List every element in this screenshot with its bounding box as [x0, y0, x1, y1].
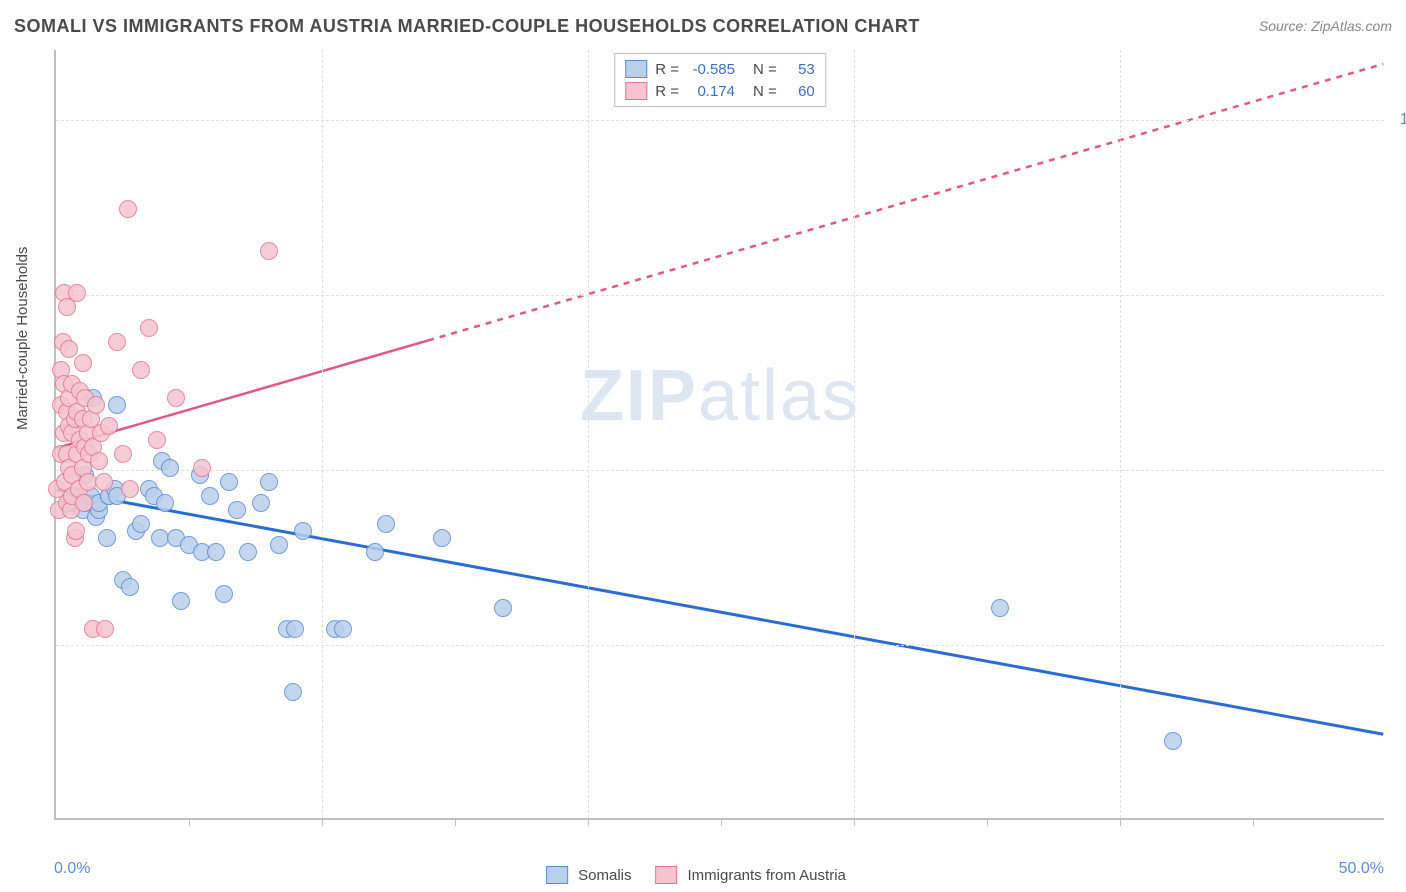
x-minor-tick — [721, 818, 722, 826]
gridline-h — [56, 120, 1384, 121]
scatter-marker — [161, 459, 179, 477]
scatter-marker — [260, 473, 278, 491]
watermark: ZIPatlas — [580, 355, 860, 437]
scatter-marker — [239, 543, 257, 561]
scatter-marker — [228, 501, 246, 519]
x-minor-tick — [322, 818, 323, 826]
r-label: R = — [655, 61, 679, 78]
n-value: 53 — [785, 61, 815, 78]
x-minor-tick — [854, 818, 855, 826]
scatter-marker — [119, 200, 137, 218]
scatter-marker — [75, 494, 93, 512]
scatter-marker — [201, 487, 219, 505]
scatter-marker — [334, 620, 352, 638]
correlation-legend-row: R = 0.174 N = 60 — [625, 80, 815, 102]
watermark-zip: ZIP — [580, 356, 698, 436]
gridline-v — [854, 50, 855, 818]
r-value: 0.174 — [687, 83, 735, 100]
legend-series-label: Immigrants from Austria — [687, 867, 845, 884]
scatter-marker — [132, 515, 150, 533]
scatter-marker — [148, 431, 166, 449]
scatter-marker — [366, 543, 384, 561]
scatter-marker — [260, 242, 278, 260]
y-tick-label: 100.0% — [1394, 111, 1406, 129]
scatter-marker — [98, 529, 116, 547]
source-attribution: Source: ZipAtlas.com — [1259, 18, 1392, 34]
x-minor-tick — [987, 818, 988, 826]
legend-series-label: Somalis — [578, 867, 631, 884]
x-minor-tick — [189, 818, 190, 826]
scatter-marker — [167, 389, 185, 407]
scatter-marker — [991, 599, 1009, 617]
correlation-legend-row: R = -0.585 N = 53 — [625, 58, 815, 80]
trend-lines-layer — [56, 50, 1384, 818]
scatter-marker — [87, 396, 105, 414]
scatter-marker — [121, 480, 139, 498]
series-legend: Somalis Immigrants from Austria — [546, 866, 860, 884]
x-minor-tick — [1253, 818, 1254, 826]
y-tick-label: 75.0% — [1394, 286, 1406, 304]
trend-line — [57, 490, 1384, 734]
y-axis-label: Married-couple Households — [14, 247, 31, 430]
scatter-marker — [95, 473, 113, 491]
x-minor-tick — [588, 818, 589, 826]
scatter-marker — [193, 459, 211, 477]
x-minor-tick — [455, 818, 456, 826]
scatter-marker — [294, 522, 312, 540]
scatter-marker — [96, 620, 114, 638]
scatter-marker — [433, 529, 451, 547]
gridline-v — [322, 50, 323, 818]
gridline-h — [56, 645, 1384, 646]
scatter-marker — [220, 473, 238, 491]
scatter-marker — [90, 452, 108, 470]
trend-line-dashed — [428, 64, 1383, 340]
x-tick-max: 50.0% — [1339, 860, 1384, 878]
scatter-marker — [108, 396, 126, 414]
scatter-marker — [68, 284, 86, 302]
scatter-marker — [284, 683, 302, 701]
scatter-marker — [156, 494, 174, 512]
scatter-marker — [67, 522, 85, 540]
x-tick-min: 0.0% — [54, 860, 90, 878]
scatter-marker — [286, 620, 304, 638]
n-value: 60 — [785, 83, 815, 100]
n-label: N = — [753, 61, 777, 78]
legend-swatch — [655, 866, 677, 884]
correlation-legend: R = -0.585 N = 53 R = 0.174 N = 60 — [614, 53, 826, 107]
gridline-h — [56, 295, 1384, 296]
scatter-marker — [270, 536, 288, 554]
scatter-marker — [215, 585, 233, 603]
scatter-marker — [108, 333, 126, 351]
scatter-marker — [252, 494, 270, 512]
scatter-marker — [121, 578, 139, 596]
y-tick-label: 50.0% — [1394, 461, 1406, 479]
scatter-marker — [207, 543, 225, 561]
chart-title: SOMALI VS IMMIGRANTS FROM AUSTRIA MARRIE… — [14, 16, 920, 37]
x-minor-tick — [1120, 818, 1121, 826]
gridline-v — [1120, 50, 1121, 818]
source-prefix: Source: — [1259, 18, 1311, 34]
legend-swatch — [546, 866, 568, 884]
scatter-marker — [114, 445, 132, 463]
y-tick-label: 25.0% — [1394, 636, 1406, 654]
gridline-v — [588, 50, 589, 818]
scatter-marker — [377, 515, 395, 533]
scatter-marker — [100, 417, 118, 435]
chart-header: SOMALI VS IMMIGRANTS FROM AUSTRIA MARRIE… — [14, 12, 1392, 40]
legend-swatch — [625, 60, 647, 78]
gridline-h — [56, 470, 1384, 471]
watermark-atlas: atlas — [698, 356, 860, 436]
scatter-marker — [172, 592, 190, 610]
scatter-marker — [74, 354, 92, 372]
scatter-marker — [132, 361, 150, 379]
n-label: N = — [753, 83, 777, 100]
legend-swatch — [625, 82, 647, 100]
scatter-marker — [140, 319, 158, 337]
plot-area: ZIPatlas R =-0.585N =53R =0.174N =60 25.… — [54, 50, 1384, 820]
r-value: -0.585 — [687, 61, 735, 78]
scatter-marker — [494, 599, 512, 617]
source-name: ZipAtlas.com — [1311, 18, 1392, 34]
r-label: R = — [655, 83, 679, 100]
scatter-marker — [1164, 732, 1182, 750]
